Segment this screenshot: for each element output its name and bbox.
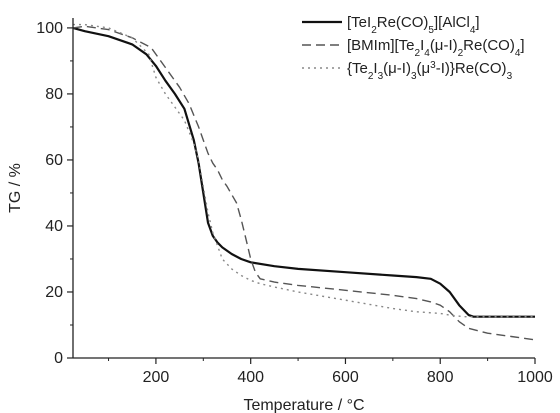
legend-label-3: {Te2I3(μ-I)3(μ3-I)}Re(CO)3	[347, 60, 513, 82]
plot-area	[72, 23, 536, 341]
x-tick-label: 800	[427, 369, 454, 386]
series-line-2	[72, 25, 536, 341]
axes: 200 400 600 800 1000 0 20 40 60 80 100	[36, 18, 553, 386]
y-axis-title: TG / %	[7, 163, 24, 213]
legend: [TeI2Re(CO)5][AlCl4][BMIm][Te2I4(μ-I)2Re…	[302, 14, 525, 82]
x-tick-label: 600	[332, 369, 359, 386]
y-tick-label: 0	[54, 350, 63, 367]
x-tick-label: 400	[237, 369, 264, 386]
y-tick-label: 80	[45, 86, 63, 103]
y-tick-label: 60	[45, 152, 63, 169]
y-tick-label: 100	[36, 20, 63, 37]
y-tick-label: 20	[45, 284, 63, 301]
legend-label-1: [TeI2Re(CO)5][AlCl4]	[347, 14, 480, 36]
x-tick-label: 1000	[517, 369, 553, 386]
series-line-1	[72, 26, 535, 318]
legend-label-2: [BMIm][Te2I4(μ-I)2Re(CO)4]	[347, 37, 525, 59]
series-line-3	[73, 23, 535, 318]
x-axis-title: Temperature / °C	[243, 397, 364, 413]
x-tick-label: 200	[143, 369, 170, 386]
y-tick-label: 40	[45, 218, 63, 235]
